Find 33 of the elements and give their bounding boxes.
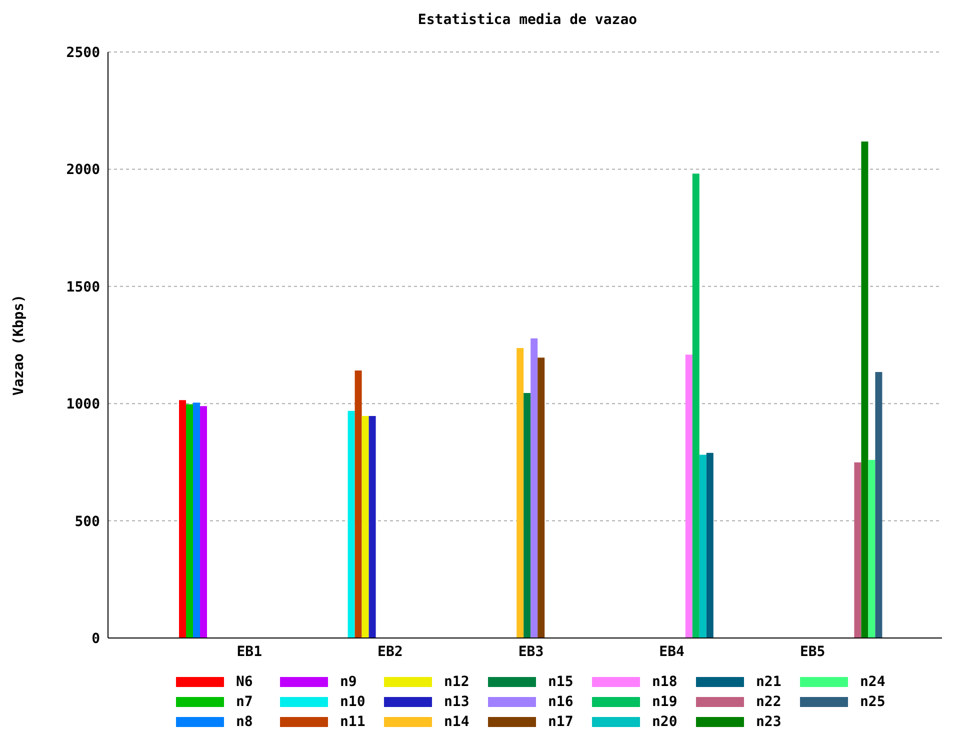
legend-label: n13 (444, 694, 470, 710)
legend-label: n25 (860, 694, 886, 710)
y-tick-label: 1000 (66, 396, 100, 413)
legend-label: n10 (340, 694, 366, 710)
x-tick-label: EB5 (800, 644, 826, 660)
legend-label: n20 (652, 714, 678, 730)
legend-label: N6 (236, 674, 253, 690)
legend-label: n22 (756, 694, 782, 710)
y-tick-label: 0 (92, 630, 100, 647)
legend-label: n12 (444, 674, 470, 690)
x-tick-label: EB4 (659, 644, 684, 660)
legend-label: n19 (652, 694, 678, 710)
legend-label: n14 (444, 714, 470, 730)
x-tick-label: EB3 (518, 644, 544, 660)
legend-label: n24 (860, 674, 886, 690)
legend-label: n16 (548, 694, 574, 710)
legend-label: n15 (548, 674, 574, 690)
legend-label: n9 (340, 674, 357, 690)
legend-label: n11 (340, 714, 366, 730)
y-axis-title: Vazao (Kbps) (10, 294, 27, 396)
legend-label: n7 (236, 694, 253, 710)
legend-label: n23 (756, 714, 782, 730)
legend-label: n18 (652, 674, 678, 690)
y-tick-label: 2000 (66, 162, 100, 178)
legend-label: n21 (756, 674, 782, 690)
x-tick-label: EB1 (236, 644, 262, 660)
legend-label: n8 (236, 714, 253, 730)
legend-label: n17 (548, 714, 574, 730)
chart-title: Estatistica media de vazao (416, 11, 638, 30)
x-tick-label: EB2 (378, 644, 403, 660)
y-tick-label: 500 (74, 514, 100, 530)
y-tick-label: 1500 (66, 279, 100, 296)
y-tick-label: 2500 (66, 44, 100, 61)
